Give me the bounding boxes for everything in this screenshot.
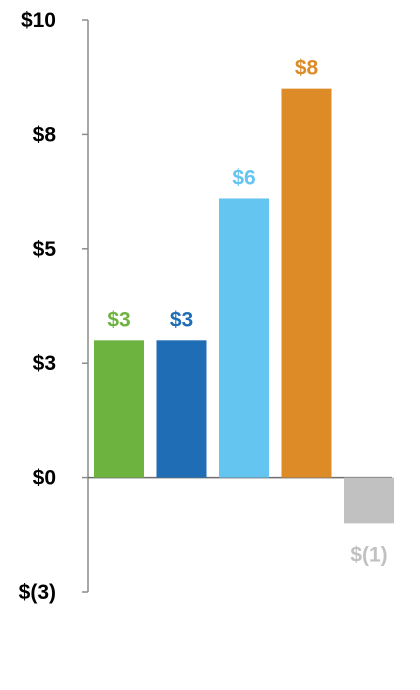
data-label: $3 xyxy=(107,308,130,331)
bars xyxy=(94,88,394,524)
bar xyxy=(281,88,332,478)
y-axis: $10 $8 $5 $3 $0 $(3) xyxy=(19,9,392,604)
data-label: $8 xyxy=(295,57,319,80)
data-label: $(1) xyxy=(350,543,387,566)
y-tick-label: $8 xyxy=(33,123,57,146)
y-tick-label: $(3) xyxy=(19,581,56,604)
bar xyxy=(219,198,269,478)
data-label: $3 xyxy=(170,308,193,331)
bar xyxy=(94,340,144,478)
bar xyxy=(156,340,207,478)
y-tick-label: $3 xyxy=(33,352,56,375)
y-tick-label: $0 xyxy=(33,467,56,490)
y-tick-label: $10 xyxy=(21,9,56,32)
bar xyxy=(344,477,394,524)
data-labels: $3 $3 $6 $8 $(1) xyxy=(107,57,387,567)
data-label: $6 xyxy=(232,166,255,189)
y-tick-label: $5 xyxy=(33,238,57,261)
